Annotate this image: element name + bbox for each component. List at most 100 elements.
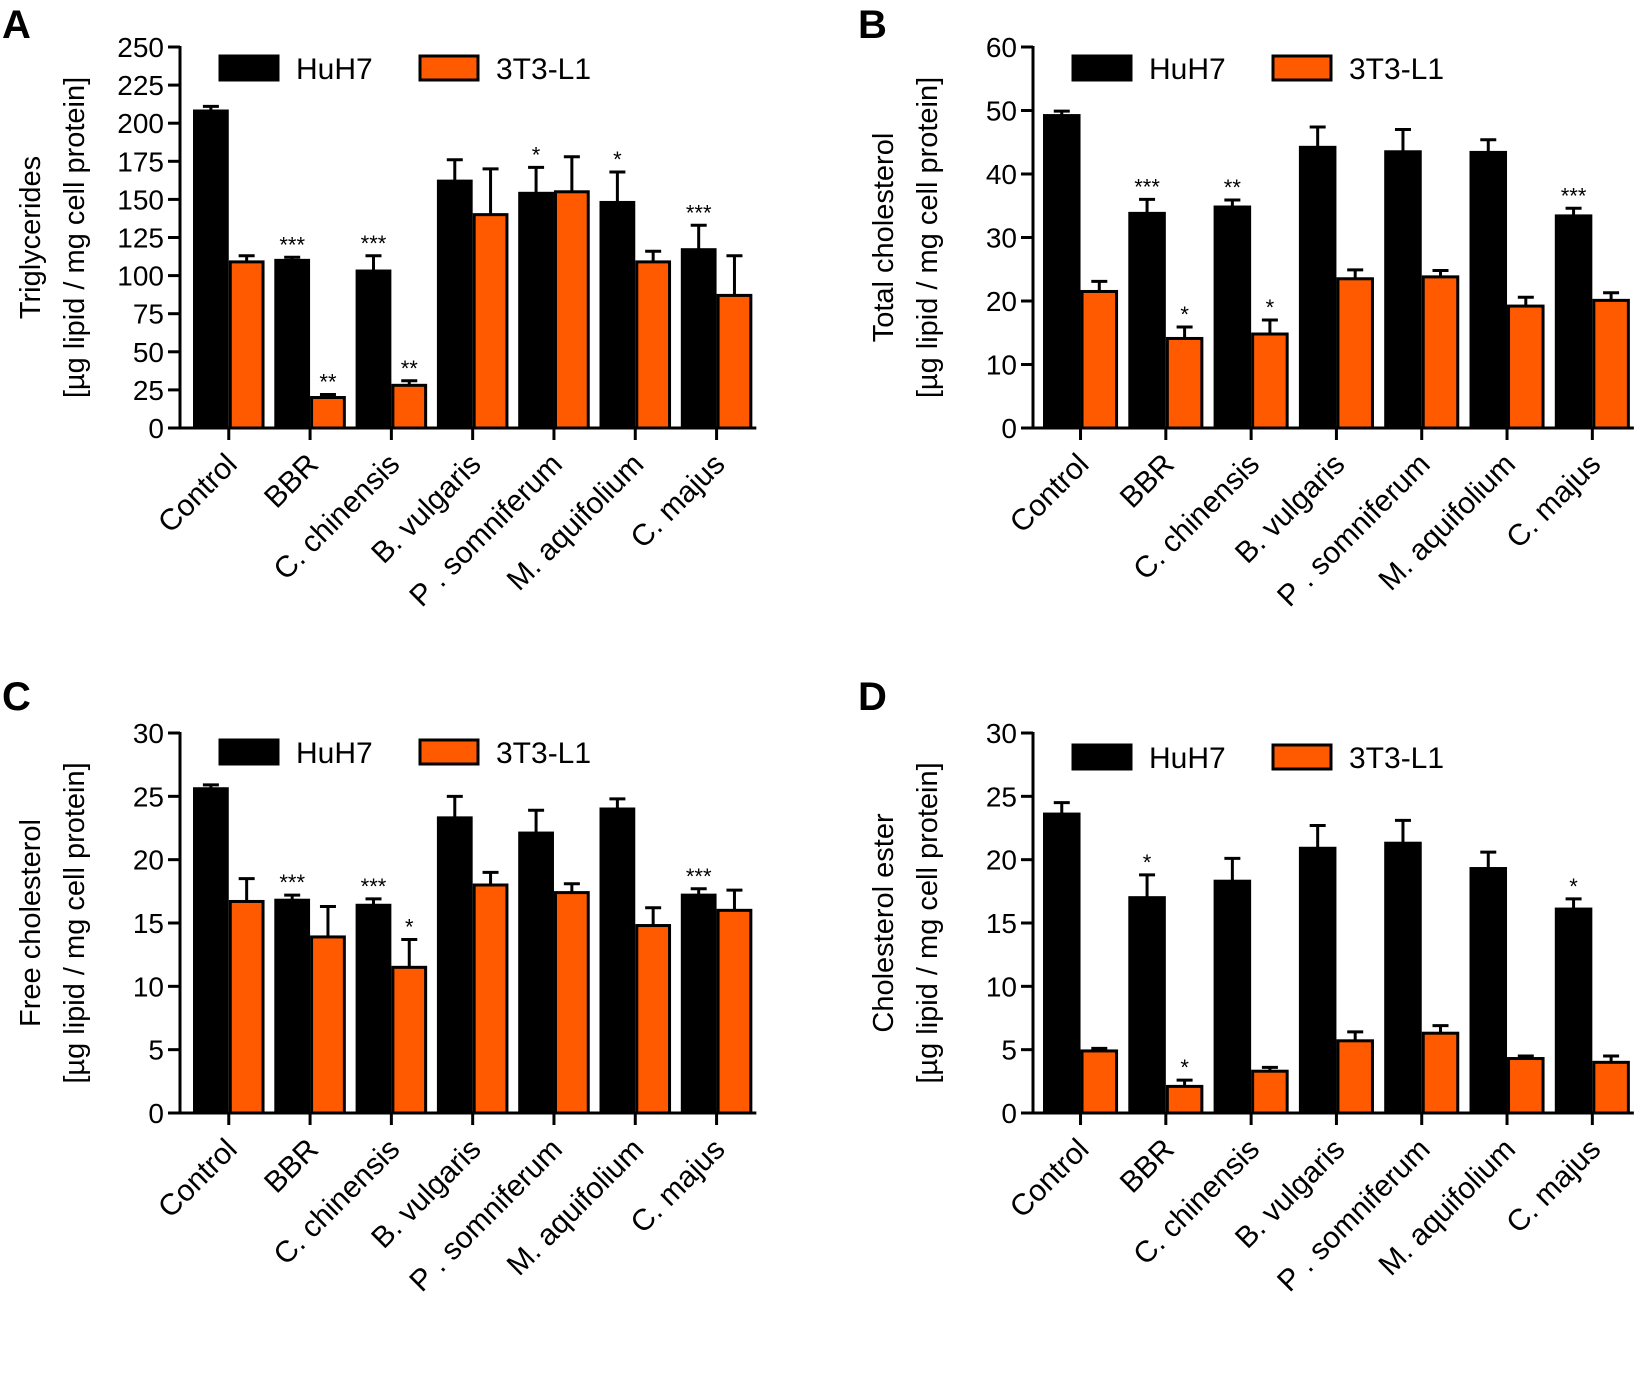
y-axis-title-units: [µg lipid / mg cell protein] <box>59 762 91 1083</box>
bar-3t3-l1 <box>391 965 428 1115</box>
legend: HuH7 3T3-L1 <box>218 53 591 86</box>
significance-marker: * <box>1569 874 1578 899</box>
bar-huh7 <box>599 807 636 1115</box>
y-tick-label: 40 <box>986 159 1017 190</box>
x-category-label: Control <box>1004 1133 1096 1225</box>
panel-letter: D <box>858 675 887 719</box>
bar-3t3-l1 <box>1507 304 1545 430</box>
legend-label-3t3-l1: 3T3-L1 <box>1349 53 1444 86</box>
bar-3t3-l1 <box>716 293 753 430</box>
y-tick-label: 20 <box>986 286 1017 317</box>
y-tick-label: 10 <box>133 971 164 1002</box>
bar-3t3-l1 <box>1336 1039 1374 1115</box>
y-tick-label: 50 <box>133 337 164 368</box>
bar-3t3-l1 <box>1336 277 1374 430</box>
y-axis-title: Cholesterol ester <box>868 813 900 1033</box>
y-tick-label: 10 <box>986 971 1017 1002</box>
bar-huh7 <box>1384 150 1422 430</box>
bar-3t3-l1 <box>310 935 346 1115</box>
y-tick-label: 25 <box>986 781 1017 812</box>
x-category-label: Control <box>152 448 244 540</box>
y-tick-label: 50 <box>986 96 1017 127</box>
bar-3t3-l1 <box>1592 1060 1630 1115</box>
bar-3t3-l1 <box>1165 336 1204 430</box>
legend: HuH7 3T3-L1 <box>1071 742 1444 775</box>
y-tick-label: 25 <box>133 375 164 406</box>
legend-swatch-huh7 <box>1071 743 1133 771</box>
bar-huh7 <box>1128 896 1166 1115</box>
y-tick-label: 225 <box>117 70 164 101</box>
bar-3t3-l1 <box>635 260 672 430</box>
bar-huh7 <box>436 816 473 1115</box>
x-category-label: Control <box>1004 448 1096 540</box>
y-tick-label: 250 <box>117 32 164 63</box>
y-tick-label: 25 <box>133 781 164 812</box>
bar-3t3-l1 <box>1251 332 1289 430</box>
y-tick-label: 60 <box>986 32 1017 63</box>
bar-3t3-l1 <box>1592 298 1630 430</box>
legend-label-huh7: HuH7 <box>1149 742 1226 775</box>
significance-marker: *** <box>1561 183 1587 208</box>
bar-3t3-l1 <box>635 924 672 1115</box>
x-category-label: BBR <box>1114 448 1181 515</box>
panel-letter: C <box>2 675 31 719</box>
legend-swatch-3t3-l1 <box>418 738 480 766</box>
bar-huh7 <box>193 109 229 430</box>
bar-huh7 <box>1469 150 1508 430</box>
y-tick-label: 30 <box>986 223 1017 254</box>
y-tick-label: 20 <box>986 845 1017 876</box>
x-category-label: BBR <box>1114 1133 1181 1200</box>
bar-huh7 <box>436 179 473 430</box>
legend-label-huh7: HuH7 <box>296 737 373 770</box>
significance-marker: * <box>405 914 414 939</box>
bar-huh7 <box>1554 907 1593 1115</box>
x-category-label: Control <box>152 1133 244 1225</box>
legend-label-huh7: HuH7 <box>1149 53 1226 86</box>
bar-huh7 <box>274 258 311 430</box>
bar-3t3-l1 <box>1251 1069 1289 1115</box>
legend-label-3t3-l1: 3T3-L1 <box>1349 742 1444 775</box>
panel-A: A 0 25 50 75 100 125 150 175 200 225 250 Triglycerid… <box>2 3 757 613</box>
bar-huh7 <box>518 831 554 1115</box>
significance-marker: * <box>1143 850 1152 875</box>
bar-huh7 <box>355 903 392 1115</box>
legend-label-3t3-l1: 3T3-L1 <box>496 53 591 86</box>
bar-huh7 <box>1043 812 1081 1115</box>
x-category-label: P . somniferum <box>1271 1133 1437 1299</box>
significance-marker: *** <box>361 231 387 256</box>
y-tick-label: 0 <box>148 413 164 444</box>
y-tick-label: 10 <box>986 350 1017 381</box>
y-tick-label: 0 <box>1001 413 1017 444</box>
y-axis-title: Total cholesterol <box>868 133 900 343</box>
significance-marker: *** <box>279 870 305 895</box>
bar-huh7 <box>1298 145 1337 430</box>
bar-3t3-l1 <box>1080 289 1119 430</box>
y-axis-title-units: [µg lipid / mg cell protein] <box>912 762 944 1083</box>
bar-huh7 <box>1213 879 1252 1115</box>
bar-3t3-l1 <box>228 260 265 430</box>
legend-swatch-huh7 <box>1071 54 1133 82</box>
y-tick-label: 125 <box>117 223 164 254</box>
bar-huh7 <box>599 200 636 430</box>
bar-huh7 <box>193 787 229 1115</box>
y-tick-label: 30 <box>133 718 164 749</box>
legend-swatch-3t3-l1 <box>1271 54 1333 82</box>
bar-huh7 <box>680 893 717 1115</box>
legend-swatch-huh7 <box>218 738 280 766</box>
bar-3t3-l1 <box>310 396 346 430</box>
bar-3t3-l1 <box>472 883 509 1115</box>
x-category-label: BBR <box>258 1133 325 1200</box>
y-axis-title-units: [µg lipid / mg cell protein] <box>59 77 91 398</box>
y-tick-label: 5 <box>148 1035 164 1066</box>
legend: HuH7 3T3-L1 <box>218 737 591 770</box>
legend-swatch-huh7 <box>218 54 280 82</box>
y-tick-label: 0 <box>1001 1098 1017 1129</box>
bar-huh7 <box>1384 841 1422 1115</box>
y-axis-title: Triglycerides <box>15 156 47 319</box>
significance-marker: *** <box>1134 174 1160 199</box>
x-category-label: BBR <box>258 448 325 515</box>
bar-huh7 <box>680 248 717 430</box>
bar-3t3-l1 <box>716 908 753 1115</box>
significance-marker: ** <box>319 369 337 394</box>
